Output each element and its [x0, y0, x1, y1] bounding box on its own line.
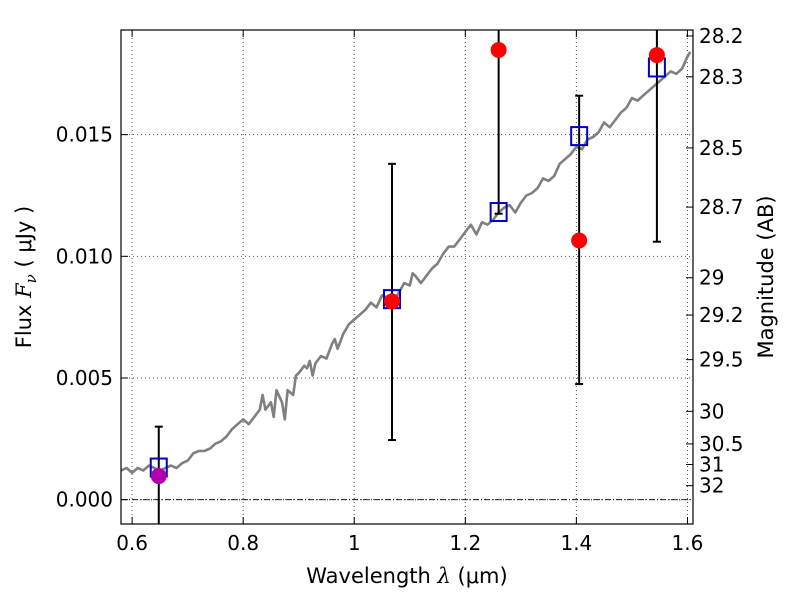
- y-axis-label: Flux Fν ( μJy ): [12, 206, 40, 348]
- y-tick-label: 0.010: [56, 244, 113, 268]
- x-axis-label: Wavelength λ (μm): [306, 564, 507, 588]
- y2-tick-label: 28.3: [699, 65, 744, 89]
- y2-axis-label: Magnitude (AB): [754, 195, 778, 358]
- model-square: [489, 202, 508, 223]
- y2-tick-label: 31: [699, 452, 724, 476]
- y2-tick-label: 29.2: [699, 303, 744, 327]
- y2-tick-label: 29: [699, 266, 724, 290]
- spectrum-line: [120, 51, 692, 475]
- y2-tick-label: 28.7: [699, 195, 744, 219]
- observed-point: [571, 232, 588, 249]
- y-tick-label: 0.000: [56, 488, 113, 512]
- y2-tick-label: 29.5: [699, 348, 744, 372]
- x-tick-label: 1.4: [560, 531, 592, 555]
- axis-ticks: 0.6 0.8 1 1.2 1.4 1.6 0.000 0.005 0.010 0.015 28.2…: [56, 24, 744, 555]
- x-tick-label: 0.6: [116, 531, 148, 555]
- observed-point: [384, 293, 401, 310]
- limit-point: [150, 468, 167, 485]
- y-tick-label: 0.005: [56, 366, 113, 390]
- observed-point: [648, 47, 665, 64]
- x-tick-label: 1.2: [449, 531, 481, 555]
- model-square: [570, 126, 589, 147]
- y2-tick-label: 32: [699, 474, 724, 498]
- y2-tick-label: 30.5: [699, 432, 744, 456]
- y-tick-label: 0.015: [56, 123, 113, 147]
- y2-tick-label: 28.5: [699, 136, 744, 160]
- x-tick-label: 1: [348, 531, 361, 555]
- plot-area: [120, 30, 692, 524]
- x-tick-label: 0.8: [227, 531, 259, 555]
- x-tick-label: 1.6: [672, 531, 704, 555]
- axes-frame: [120, 29, 694, 525]
- observed-point: [490, 41, 507, 58]
- y2-tick-label: 30: [699, 399, 724, 423]
- y2-tick-label: 28.2: [699, 24, 744, 48]
